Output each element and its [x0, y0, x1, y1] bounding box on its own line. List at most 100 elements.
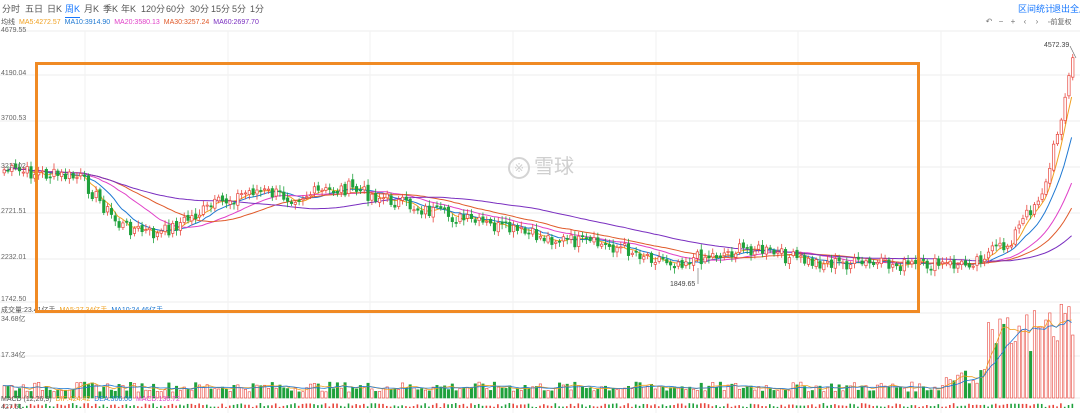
- macd-bar: [140, 406, 143, 408]
- macd-bar: [880, 406, 882, 408]
- macd-bar: [895, 403, 897, 408]
- volume-bar: [852, 382, 856, 399]
- range-stats-link[interactable]: 区间统计: [1018, 4, 1055, 14]
- candle-body: [741, 242, 745, 248]
- candle-body: [730, 251, 734, 258]
- macd-bar: [29, 403, 32, 408]
- candle-body: [891, 264, 895, 268]
- volume-bar: [316, 383, 320, 399]
- volume-bar: [228, 391, 232, 399]
- candle-body: [132, 227, 136, 234]
- period-tab[interactable]: 分时: [2, 4, 21, 14]
- candle-body: [197, 214, 202, 218]
- zoom-in-icon[interactable]: +: [1010, 17, 1016, 26]
- candle-body: [531, 228, 535, 235]
- volume-bar: [726, 384, 730, 399]
- candle-body: [1059, 119, 1063, 135]
- macd-bar: [236, 404, 239, 408]
- candle-body: [626, 243, 631, 256]
- exit-fullscreen-link[interactable]: 退出全屏: [1052, 4, 1080, 14]
- volume-bar: [198, 384, 202, 399]
- volume-bar: [48, 389, 52, 399]
- period-tab-bar: 分时 五日 日K 周K 月K 季K 年K 120分 60分 30分 15分 5分 1分: [0, 0, 1080, 18]
- volume-bar: [512, 390, 516, 399]
- candle-body: [481, 216, 485, 223]
- volume-bar: [565, 383, 569, 399]
- period-tab[interactable]: 30分: [190, 4, 210, 14]
- candle-body: [646, 254, 650, 256]
- period-tab[interactable]: 1分: [250, 4, 265, 14]
- macd-bar: [213, 406, 216, 408]
- macd-bar: [1056, 406, 1058, 408]
- volume-bar: [695, 390, 699, 399]
- macd-bar: [738, 405, 740, 408]
- macd-bar: [918, 406, 920, 408]
- volume-bar: [898, 387, 902, 399]
- candle-body: [98, 189, 102, 202]
- candle-body: [167, 224, 171, 236]
- volume-bar: [462, 387, 466, 399]
- macd-bar: [71, 403, 74, 408]
- volume-bar: [895, 387, 899, 399]
- period-tab[interactable]: 五日: [25, 4, 44, 14]
- volume-bar: [1059, 303, 1063, 399]
- volume-bar: [975, 382, 979, 399]
- candle-body: [106, 206, 110, 213]
- period-tab[interactable]: 15分: [211, 4, 231, 14]
- arrow-left-icon[interactable]: ‹: [1023, 17, 1027, 26]
- period-tab[interactable]: 周K: [65, 4, 81, 18]
- macd-bar: [1006, 403, 1009, 408]
- candle-body: [458, 213, 462, 222]
- price-adjust-toggle[interactable]: ▫前复权: [1048, 17, 1071, 27]
- period-tab[interactable]: 日K: [47, 4, 63, 14]
- zoom-out-icon[interactable]: −: [998, 17, 1004, 26]
- undo-icon[interactable]: ↶: [985, 17, 993, 26]
- candle-body: [1025, 209, 1029, 218]
- arrow-right-icon[interactable]: ›: [1035, 17, 1039, 26]
- candle-body: [274, 188, 278, 197]
- period-tab[interactable]: 120分: [141, 4, 166, 14]
- period-tab[interactable]: 月K: [84, 4, 100, 14]
- candle-body: [577, 235, 581, 247]
- macd-bar: [1067, 405, 1070, 408]
- macd-bar: [899, 404, 901, 408]
- macd-bar: [650, 405, 652, 408]
- volume-bar: [623, 387, 627, 399]
- macd-bar: [558, 406, 560, 408]
- volume-bar: [929, 389, 933, 399]
- candle-body: [1036, 200, 1040, 206]
- macd-bar: [286, 405, 289, 408]
- period-tab[interactable]: 5分: [232, 4, 247, 14]
- macd-bar: [366, 406, 369, 408]
- volume-bar: [527, 388, 531, 399]
- volume-bar: [332, 388, 336, 399]
- volume-bar: [669, 387, 673, 399]
- period-tab[interactable]: 季K: [103, 4, 119, 14]
- period-tab[interactable]: 60分: [166, 4, 186, 14]
- volume-bar: [351, 387, 355, 399]
- candle-body: [592, 237, 596, 243]
- macd-bar: [389, 406, 392, 408]
- macd-bar: [110, 404, 112, 408]
- macd-bar: [822, 403, 825, 408]
- volume-bar: [416, 389, 420, 399]
- candle-body: [760, 244, 765, 254]
- candle-body: [240, 193, 244, 195]
- macd-bar: [646, 404, 649, 408]
- candle-body: [182, 216, 186, 223]
- macd-bar: [983, 404, 986, 408]
- volume-bar: [550, 390, 554, 399]
- candle-body: [270, 188, 274, 198]
- volume-bar: [634, 381, 638, 399]
- macd-bar: [581, 404, 583, 408]
- volume-bar: [856, 389, 860, 399]
- candle-body: [561, 236, 565, 242]
- candle-body: [466, 214, 470, 219]
- candle-body: [1029, 210, 1033, 216]
- highlight-box: [35, 62, 920, 313]
- period-tab[interactable]: 年K: [121, 4, 137, 14]
- candle-body: [309, 194, 313, 197]
- volume-bar: [921, 386, 925, 399]
- volume-bar: [370, 388, 374, 399]
